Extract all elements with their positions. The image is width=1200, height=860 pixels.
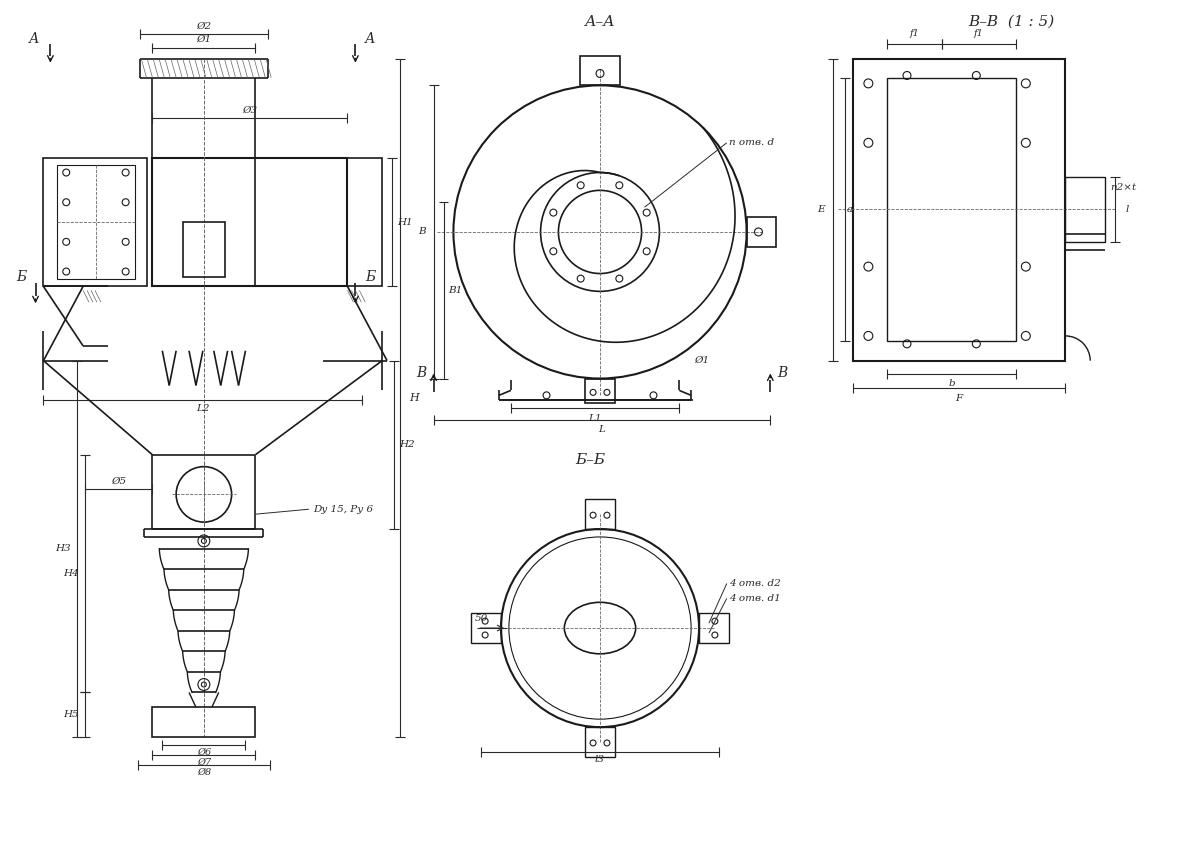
Text: E: E bbox=[817, 206, 824, 214]
Text: В: В bbox=[416, 366, 427, 379]
Text: B1: B1 bbox=[449, 286, 462, 295]
Text: Ø8: Ø8 bbox=[197, 768, 211, 777]
Text: H4: H4 bbox=[64, 569, 79, 578]
Text: Ø7: Ø7 bbox=[197, 759, 211, 767]
Text: Б–Б: Б–Б bbox=[575, 452, 605, 467]
Bar bbox=[586, 500, 614, 529]
Text: В–В  (1 : 5): В–В (1 : 5) bbox=[968, 15, 1054, 29]
Text: F: F bbox=[955, 394, 962, 402]
Text: 4 отв. d2: 4 отв. d2 bbox=[728, 579, 780, 588]
Text: Ø2: Ø2 bbox=[197, 22, 211, 30]
Bar bbox=[348, 157, 382, 286]
Text: b: b bbox=[948, 379, 955, 388]
Bar bbox=[586, 378, 614, 403]
Text: l3: l3 bbox=[595, 755, 605, 765]
Text: А–А: А–А bbox=[584, 15, 616, 29]
Text: l: l bbox=[1126, 206, 1128, 214]
Text: H: H bbox=[409, 393, 419, 402]
Text: А: А bbox=[365, 32, 376, 46]
Text: Ø3: Ø3 bbox=[242, 106, 258, 114]
Text: L: L bbox=[599, 426, 606, 434]
Bar bbox=[852, 58, 1066, 360]
Text: В: В bbox=[778, 366, 787, 379]
Bar bbox=[472, 613, 500, 643]
Text: Ø6: Ø6 bbox=[197, 748, 211, 758]
Bar bbox=[580, 56, 620, 85]
Text: Б: Б bbox=[17, 271, 26, 285]
Bar bbox=[746, 217, 776, 247]
Text: H5: H5 bbox=[64, 710, 79, 719]
Text: Ø1: Ø1 bbox=[694, 356, 709, 366]
Bar bbox=[43, 157, 148, 286]
Text: H1: H1 bbox=[397, 218, 413, 226]
Bar bbox=[887, 78, 1016, 341]
Text: Ø5: Ø5 bbox=[112, 477, 126, 486]
Text: Dy 15, Ру 6: Dy 15, Ру 6 bbox=[313, 505, 373, 513]
Text: H2: H2 bbox=[400, 440, 415, 450]
Text: L1: L1 bbox=[588, 414, 601, 422]
Text: А: А bbox=[29, 32, 40, 46]
Text: 50: 50 bbox=[474, 614, 487, 623]
Bar bbox=[586, 727, 614, 757]
Text: a: a bbox=[847, 206, 852, 214]
Text: n2×t: n2×t bbox=[1110, 183, 1136, 192]
Bar bbox=[700, 613, 728, 643]
Text: Ø1: Ø1 bbox=[197, 35, 211, 45]
Bar bbox=[58, 164, 134, 280]
Text: B: B bbox=[418, 227, 426, 237]
Text: 4 отв. d1: 4 отв. d1 bbox=[728, 594, 780, 603]
Text: n отв. d: n отв. d bbox=[728, 138, 774, 147]
Text: Б: Б bbox=[365, 271, 376, 285]
Text: H3: H3 bbox=[55, 544, 71, 553]
Text: f1: f1 bbox=[910, 29, 919, 39]
Bar bbox=[152, 707, 256, 737]
Bar bbox=[1066, 177, 1105, 242]
Bar bbox=[152, 157, 348, 286]
Text: f1: f1 bbox=[974, 29, 984, 39]
Bar bbox=[184, 222, 224, 277]
Text: L2: L2 bbox=[196, 403, 210, 413]
